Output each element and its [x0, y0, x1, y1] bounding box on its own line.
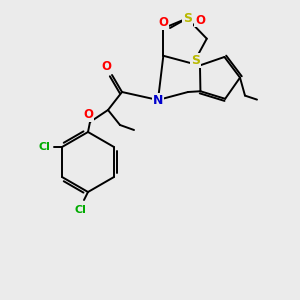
Text: N: N — [153, 94, 163, 106]
Text: O: O — [195, 14, 205, 26]
Text: Cl: Cl — [74, 205, 86, 215]
Text: O: O — [101, 61, 111, 74]
Text: Cl: Cl — [38, 142, 50, 152]
Text: O: O — [83, 109, 93, 122]
Text: S: S — [191, 54, 200, 67]
Text: O: O — [158, 16, 168, 29]
Text: S: S — [183, 12, 192, 25]
